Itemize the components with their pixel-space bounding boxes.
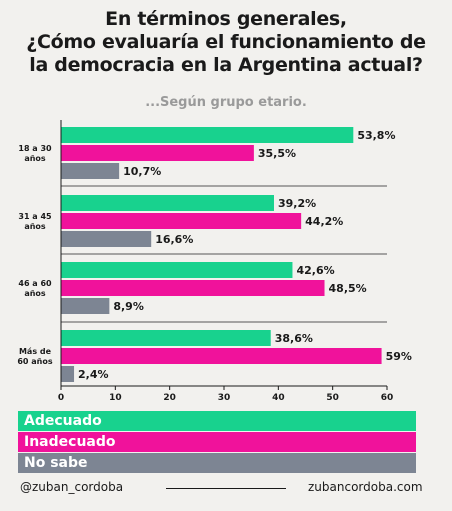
- bar-inadecuado: [61, 280, 325, 296]
- chart-title: En términos generales, ¿Cómo evaluaría e…: [0, 8, 452, 77]
- legend-no-sabe: No sabe: [18, 453, 416, 473]
- category-label: 18 a 30: [18, 144, 52, 153]
- data-label: 16,6%: [155, 233, 193, 246]
- bar-no-sabe: [61, 366, 75, 382]
- data-label: 53,8%: [357, 129, 395, 142]
- bar-inadecuado: [61, 348, 382, 364]
- category-label: años: [24, 154, 46, 163]
- footer-handle: @zuban_cordoba: [20, 480, 124, 494]
- x-tick-label: 40: [272, 393, 285, 403]
- title-line-1: En términos generales,: [105, 8, 347, 30]
- bar-adecuado: [61, 262, 293, 278]
- bar-no-sabe: [61, 298, 110, 314]
- data-label: 8,9%: [113, 300, 144, 313]
- category-label: años: [24, 222, 46, 231]
- category-label: Más de: [19, 347, 52, 356]
- bar-inadecuado: [61, 213, 302, 229]
- data-label: 35,5%: [258, 147, 296, 160]
- x-tick-label: 20: [163, 393, 176, 403]
- category-label: años: [24, 289, 46, 298]
- data-label: 2,4%: [78, 368, 109, 381]
- x-tick-label: 10: [109, 393, 122, 403]
- bar-adecuado: [61, 195, 274, 211]
- data-label: 10,7%: [123, 165, 161, 178]
- title-line-3: la democracia en la Argentina actual?: [29, 54, 423, 76]
- bar-inadecuado: [61, 145, 254, 161]
- chart-subtitle: ...Según grupo etario.: [145, 95, 307, 110]
- bar-adecuado: [61, 127, 354, 143]
- title-line-2: ¿Cómo evaluaría el funcionamiento de: [26, 31, 426, 53]
- bar-no-sabe: [61, 231, 152, 247]
- x-tick-label: 60: [381, 393, 394, 403]
- data-label: 48,5%: [329, 282, 367, 295]
- data-label: 44,2%: [305, 215, 343, 228]
- legend-inadecuado: Inadecuado: [18, 432, 416, 452]
- footer-divider: [166, 488, 286, 489]
- data-label: 42,6%: [296, 264, 334, 277]
- x-tick-label: 0: [58, 393, 64, 403]
- x-tick-label: 50: [326, 393, 339, 403]
- footer-website: zubancordoba.com: [308, 480, 423, 494]
- data-label: 39,2%: [278, 197, 316, 210]
- category-label: 31 a 45: [18, 212, 52, 221]
- bar-adecuado: [61, 330, 271, 346]
- category-label: 60 años: [17, 357, 53, 366]
- data-label: 38,6%: [275, 332, 313, 345]
- category-label: 46 a 60: [18, 279, 52, 288]
- data-label: 59%: [386, 350, 412, 363]
- bar-no-sabe: [61, 163, 120, 179]
- legend-adecuado: Adecuado: [18, 411, 416, 431]
- x-tick-label: 30: [218, 393, 231, 403]
